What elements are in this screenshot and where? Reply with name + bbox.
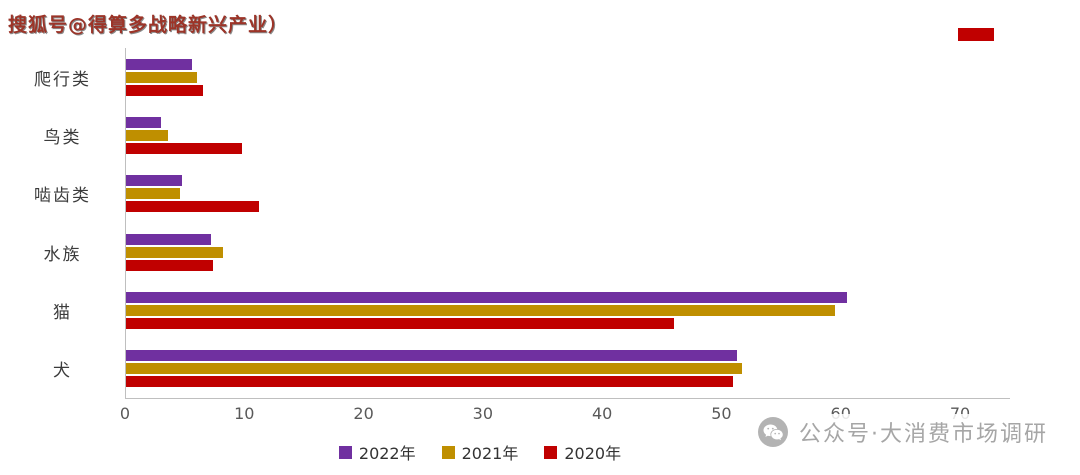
legend-label: 2021年 bbox=[461, 444, 519, 463]
category-label: 猫 bbox=[53, 302, 72, 323]
bar-2021年 bbox=[125, 71, 197, 83]
bar-2022年 bbox=[125, 116, 161, 128]
bar-2022年 bbox=[125, 233, 211, 245]
bar-2022年 bbox=[125, 58, 192, 70]
bar-2020年 bbox=[125, 376, 734, 388]
category-label: 啮齿类 bbox=[34, 186, 91, 207]
category-row: 鸟类 bbox=[0, 106, 960, 164]
category-row: 猫 bbox=[0, 281, 960, 339]
bar-group bbox=[125, 340, 960, 398]
bar-2020年 bbox=[125, 317, 674, 329]
chart-rows: 爬行类鸟类啮齿类水族猫犬 bbox=[0, 48, 960, 398]
x-tick-label: 50 bbox=[711, 404, 732, 423]
bar-2020年 bbox=[125, 84, 203, 96]
legend-swatch bbox=[544, 445, 558, 459]
bar-2022年 bbox=[125, 350, 737, 362]
legend-item: 2021年 bbox=[441, 440, 519, 464]
x-tick-label: 30 bbox=[472, 404, 494, 423]
category-row: 水族 bbox=[0, 223, 960, 281]
category-row: 啮齿类 bbox=[0, 165, 960, 223]
category-label: 鸟类 bbox=[43, 127, 82, 148]
category-label: 水族 bbox=[43, 244, 82, 265]
x-tick-label: 10 bbox=[234, 404, 255, 423]
bar-2021年 bbox=[125, 304, 835, 316]
bar-2021年 bbox=[125, 246, 223, 258]
legend-label: 2020年 bbox=[564, 444, 622, 463]
bar-2022年 bbox=[125, 175, 183, 187]
category-row: 犬 bbox=[0, 340, 960, 398]
x-tick-label: 0 bbox=[119, 404, 131, 423]
x-tick-label: 20 bbox=[353, 404, 374, 423]
bar-2020年 bbox=[125, 142, 242, 154]
bar-2021年 bbox=[125, 363, 742, 375]
legend-item: 2022年 bbox=[338, 440, 416, 464]
category-label: 犬 bbox=[53, 361, 72, 382]
x-tick-label: 40 bbox=[591, 404, 613, 423]
red-rectangle-decoration bbox=[958, 28, 994, 41]
y-axis-line bbox=[125, 48, 126, 398]
legend-swatch bbox=[441, 445, 455, 459]
bar-group bbox=[125, 165, 960, 223]
x-axis-line bbox=[125, 398, 1010, 399]
legend-swatch bbox=[338, 445, 352, 459]
bar-2020年 bbox=[125, 201, 259, 213]
bottom-watermark: 公众号·大消费市场调研 bbox=[753, 414, 1052, 450]
bar-2020年 bbox=[125, 259, 214, 271]
bar-group bbox=[125, 281, 960, 339]
bar-group bbox=[125, 48, 960, 106]
legend-item: 2020年 bbox=[544, 440, 621, 464]
legend-label: 2022年 bbox=[358, 444, 416, 463]
category-row: 爬行类 bbox=[0, 48, 960, 106]
wechat-icon bbox=[757, 416, 789, 448]
bar-group bbox=[125, 223, 960, 281]
bar-group bbox=[125, 106, 960, 164]
bar-2021年 bbox=[125, 188, 180, 200]
bar-2021年 bbox=[125, 129, 168, 141]
bar-2022年 bbox=[125, 291, 847, 303]
chart-legend: 2022年 2021年 2020年 bbox=[0, 440, 960, 464]
bottom-watermark-text: 公众号·大消费市场调研 bbox=[799, 422, 1048, 447]
horizontal-bar-chart: 爬行类鸟类啮齿类水族猫犬 bbox=[0, 48, 1010, 399]
category-label: 爬行类 bbox=[34, 69, 91, 90]
top-watermark: 搜狐号@得算多战略新兴产业） bbox=[8, 14, 289, 36]
